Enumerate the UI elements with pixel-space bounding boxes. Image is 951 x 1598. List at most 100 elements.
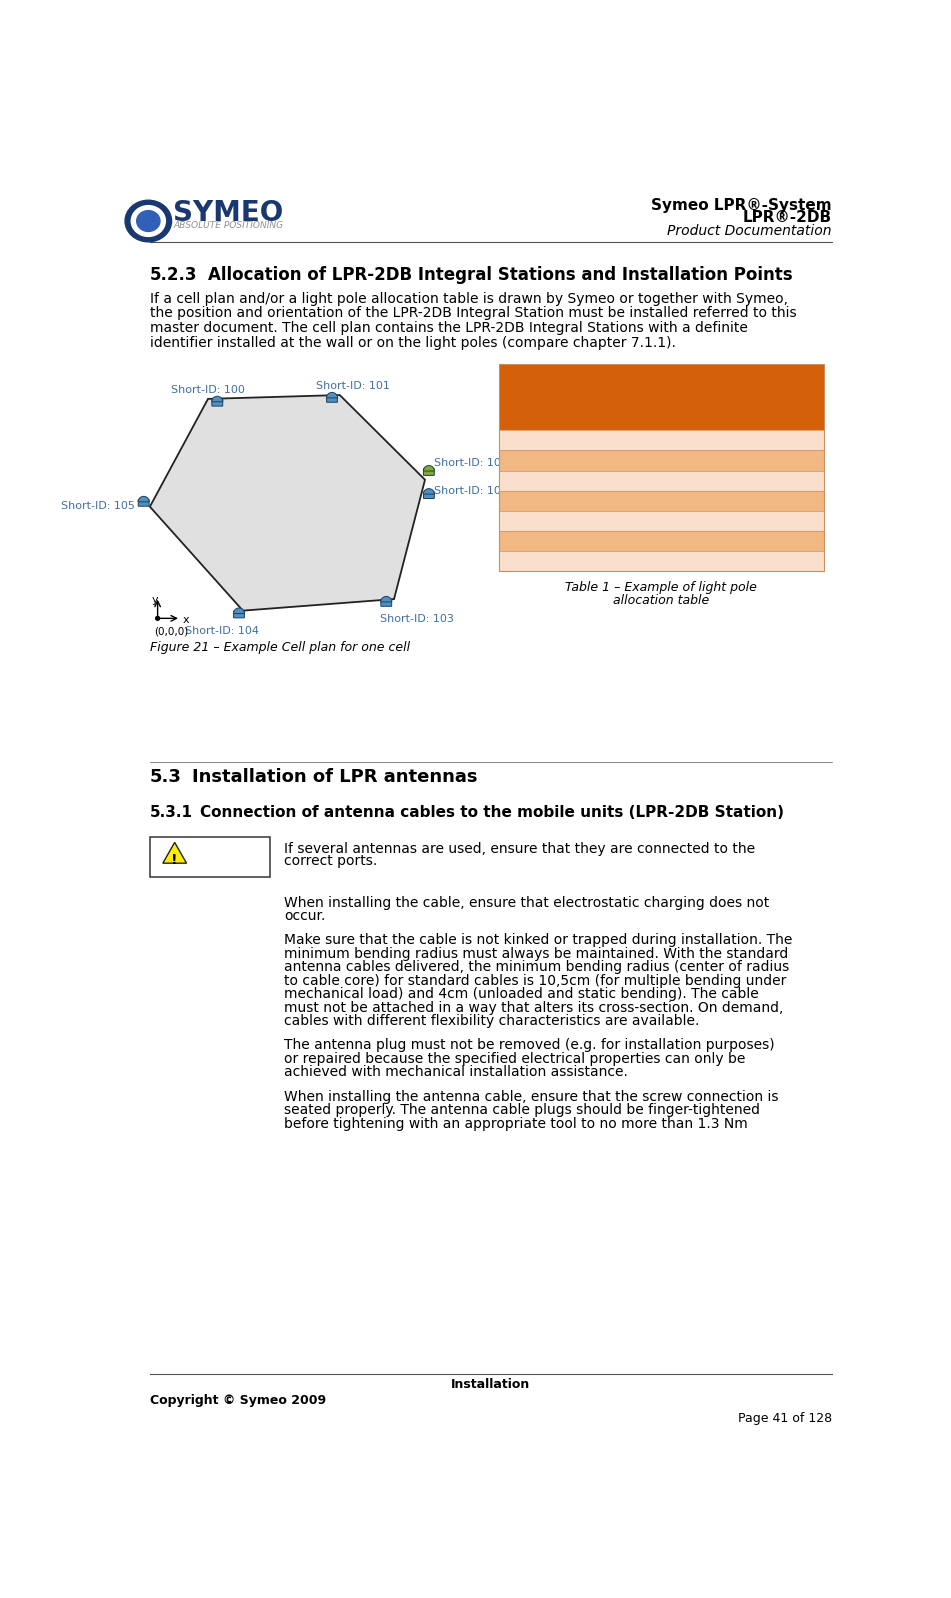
Text: Connection of antenna cables to the mobile units (LPR-2DB Station): Connection of antenna cables to the mobi…: [201, 805, 785, 820]
Text: LT-06: LT-06: [704, 494, 746, 510]
Text: If a cell plan and/or a light pole allocation table is drawn by Symeo or togethe: If a cell plan and/or a light pole alloc…: [150, 292, 787, 305]
Text: LPR-2DB Integral Station: LPR-2DB Integral Station: [506, 371, 733, 385]
Text: 10: 10: [510, 475, 528, 489]
Text: LT-05: LT-05: [704, 475, 742, 489]
Text: Angle: Angle: [619, 414, 666, 430]
Text: Table 1 – Example of light pole: Table 1 – Example of light pole: [566, 582, 757, 594]
Text: !: !: [171, 853, 178, 868]
Text: Pole: Pole: [704, 414, 740, 430]
Text: When installing the cable, ensure that electrostatic charging does not: When installing the cable, ensure that e…: [284, 895, 769, 909]
Text: Figure 21 – Example Cell plan for one cell: Figure 21 – Example Cell plan for one ce…: [150, 641, 410, 655]
FancyBboxPatch shape: [234, 610, 244, 618]
FancyBboxPatch shape: [498, 470, 825, 491]
Wedge shape: [380, 596, 392, 602]
FancyBboxPatch shape: [498, 430, 825, 451]
Polygon shape: [163, 842, 186, 863]
Text: y: y: [152, 594, 159, 606]
Text: ID: ID: [569, 414, 586, 430]
Text: LT-11: LT-11: [704, 435, 742, 449]
Text: correct ports.: correct ports.: [284, 853, 378, 868]
FancyBboxPatch shape: [212, 400, 223, 406]
Text: 5.2.3: 5.2.3: [150, 265, 198, 284]
Text: LT-08: LT-08: [704, 454, 746, 470]
Polygon shape: [150, 395, 425, 610]
Wedge shape: [212, 396, 223, 401]
Text: When installing the antenna cable, ensure that the screw connection is: When installing the antenna cable, ensur…: [284, 1090, 779, 1104]
Text: Page 41 of 128: Page 41 of 128: [738, 1413, 832, 1425]
Text: Cell: Cell: [510, 414, 540, 430]
Text: to cable core) for standard cables is 10,5cm (for multiple bending under: to cable core) for standard cables is 10…: [284, 973, 786, 988]
Text: The antenna plug must not be removed (e.g. for installation purposes): The antenna plug must not be removed (e.…: [284, 1039, 774, 1053]
Ellipse shape: [131, 206, 165, 237]
Text: LT-12: LT-12: [704, 534, 746, 550]
Text: -143: -143: [619, 435, 651, 449]
Text: Short-ID: 103: Short-ID: 103: [380, 615, 454, 625]
Text: Product Documentation: Product Documentation: [668, 224, 832, 238]
Text: ABSOLUTE POSITIONING: ABSOLUTE POSITIONING: [173, 221, 283, 230]
Text: Copyright © Symeo 2009: Copyright © Symeo 2009: [150, 1393, 326, 1406]
Text: 10: 10: [510, 435, 528, 449]
Text: Short-ID: 10M: Short-ID: 10M: [435, 459, 511, 468]
Text: allocation table: allocation table: [613, 594, 709, 607]
Text: LT-09: LT-09: [704, 515, 742, 529]
Text: Installation: Installation: [506, 387, 610, 403]
FancyBboxPatch shape: [498, 411, 825, 430]
Text: 10: 10: [510, 555, 528, 569]
Text: 180: 180: [619, 515, 647, 529]
Ellipse shape: [137, 211, 160, 232]
FancyBboxPatch shape: [498, 364, 825, 411]
Text: Symeo LPR®-System: Symeo LPR®-System: [651, 198, 832, 213]
Text: must not be attached in a way that alters its cross-section. On demand,: must not be attached in a way that alter…: [284, 1000, 784, 1015]
FancyBboxPatch shape: [380, 599, 392, 606]
Text: Short-ID: 102: Short-ID: 102: [435, 486, 508, 495]
Text: Short-ID: 105: Short-ID: 105: [61, 500, 135, 510]
Text: M: M: [569, 555, 581, 569]
Text: Installation: Installation: [452, 1379, 531, 1392]
FancyBboxPatch shape: [150, 837, 270, 877]
Text: 5.3: 5.3: [150, 767, 182, 786]
Text: 5: 5: [569, 534, 578, 550]
Text: minimum bending radius must always be maintained. With the standard: minimum bending radius must always be ma…: [284, 946, 788, 960]
Wedge shape: [423, 465, 435, 471]
FancyBboxPatch shape: [138, 500, 149, 507]
Text: 2: 2: [569, 475, 578, 489]
Text: If several antennas are used, ensure that they are connected to the: If several antennas are used, ensure tha…: [284, 842, 755, 855]
FancyBboxPatch shape: [498, 491, 825, 510]
Text: occur.: occur.: [284, 909, 325, 924]
Text: or repaired because the specified electrical properties can only be: or repaired because the specified electr…: [284, 1051, 746, 1066]
Text: antenna cables delivered, the minimum bending radius (center of radius: antenna cables delivered, the minimum be…: [284, 960, 789, 975]
Wedge shape: [233, 607, 244, 614]
FancyBboxPatch shape: [423, 468, 435, 476]
Text: Make sure that the cable is not kinked or trapped during installation. The: Make sure that the cable is not kinked o…: [284, 933, 792, 948]
Text: 0: 0: [619, 494, 629, 510]
Text: SYMEO: SYMEO: [173, 200, 283, 227]
Text: master document. The cell plan contains the LPR-2DB Integral Stations with a def: master document. The cell plan contains …: [150, 321, 747, 336]
FancyBboxPatch shape: [498, 531, 825, 551]
Text: identifier installed at the wall or on the light poles (compare chapter 7.1.1).: identifier installed at the wall or on t…: [150, 336, 676, 350]
FancyBboxPatch shape: [498, 510, 825, 531]
Text: Short-ID: 104: Short-ID: 104: [184, 626, 259, 636]
Text: -90: -90: [619, 454, 645, 470]
Wedge shape: [138, 497, 149, 502]
FancyBboxPatch shape: [498, 451, 825, 470]
Text: achieved with mechanical installation assistance.: achieved with mechanical installation as…: [284, 1066, 628, 1079]
Text: before tightening with an appropriate tool to no more than 1.3 Nm: before tightening with an appropriate to…: [284, 1117, 747, 1130]
Text: Allocation of LPR-2DB Integral Stations and Installation Points: Allocation of LPR-2DB Integral Stations …: [208, 265, 792, 284]
FancyBboxPatch shape: [423, 492, 435, 499]
Text: 1: 1: [569, 454, 578, 470]
Text: 10: 10: [510, 454, 530, 470]
Text: 10: 10: [510, 534, 530, 550]
Text: Short-ID: 100: Short-ID: 100: [171, 385, 244, 395]
Text: 3: 3: [569, 494, 578, 510]
Text: -40: -40: [619, 555, 643, 569]
Circle shape: [156, 617, 160, 620]
Text: Short-ID: 101: Short-ID: 101: [317, 382, 390, 392]
Text: cables with different flexibility characteristics are available.: cables with different flexibility charac…: [284, 1015, 699, 1028]
Text: the position and orientation of the LPR-2DB Integral Station must be installed r: the position and orientation of the LPR-…: [150, 307, 797, 321]
Text: seated properly. The antenna cable plugs should be finger-tightened: seated properly. The antenna cable plugs…: [284, 1103, 760, 1117]
Text: Installation of LPR antennas: Installation of LPR antennas: [192, 767, 478, 786]
Text: -180: -180: [619, 534, 655, 550]
Text: Caution: Caution: [196, 844, 256, 858]
Text: 5.3.1: 5.3.1: [150, 805, 193, 820]
Text: 10: 10: [510, 515, 528, 529]
